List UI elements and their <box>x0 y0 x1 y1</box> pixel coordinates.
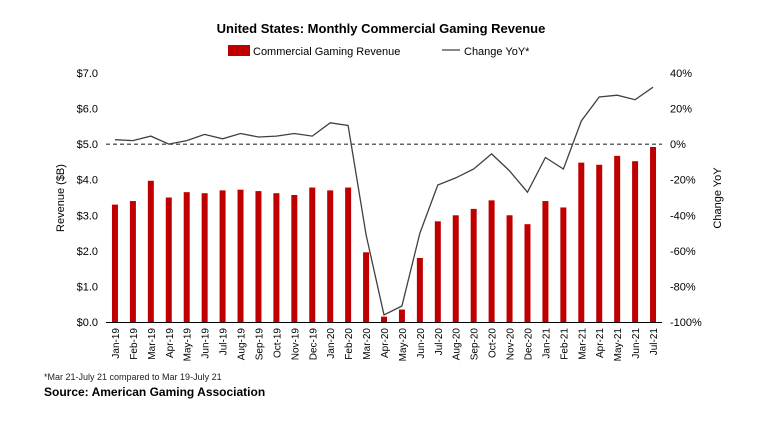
bar <box>147 180 154 322</box>
bar <box>614 155 621 322</box>
y-right-tick-label: 20% <box>670 104 692 116</box>
y-axis-right-label: Change YoY <box>712 167 724 229</box>
x-tick-label: Jun-19 <box>201 328 212 359</box>
x-tick-label: Jan-20 <box>326 328 337 359</box>
legend-bar-swatch <box>228 45 250 56</box>
y-tick-label: $5.0 <box>77 139 98 151</box>
y-tick-label: $0.0 <box>77 317 98 329</box>
x-tick-label: Jan-19 <box>111 328 122 359</box>
bar <box>201 193 208 322</box>
y-right-tick-label: -60% <box>670 246 696 258</box>
y-right-tick-label: 0% <box>670 139 686 151</box>
y-tick-label: $6.0 <box>77 104 98 116</box>
y-right-tick-label: -20% <box>670 175 696 187</box>
y-tick-label: $2.0 <box>77 246 98 258</box>
x-tick-label: Jul-20 <box>434 328 445 356</box>
y-tick-label: $4.0 <box>77 175 98 187</box>
bar <box>327 190 334 322</box>
legend-bar-label: Commercial Gaming Revenue <box>253 46 400 58</box>
chart-title: United States: Monthly Commercial Gaming… <box>217 21 546 36</box>
bar <box>650 146 657 322</box>
bar <box>111 204 118 322</box>
x-tick-label: Feb-20 <box>344 328 355 360</box>
bar <box>398 309 405 322</box>
y-right-tick-label: -100% <box>670 317 702 329</box>
bar <box>578 162 585 322</box>
bar <box>381 316 387 322</box>
x-tick-label: Feb-19 <box>129 328 140 360</box>
x-tick-label: Jan-21 <box>541 328 552 359</box>
x-tick-label: Feb-21 <box>559 328 570 360</box>
y-tick-label: $1.0 <box>77 281 98 293</box>
bar <box>452 215 459 322</box>
x-tick-label: Apr-19 <box>165 328 176 358</box>
bar <box>416 257 423 322</box>
bar <box>129 201 136 322</box>
x-tick-label: Jun-20 <box>416 328 427 359</box>
bar <box>237 189 244 322</box>
y-tick-label: $7.0 <box>77 68 98 80</box>
x-tick-label: May-20 <box>398 328 409 362</box>
bar <box>560 207 567 322</box>
x-tick-label: Oct-19 <box>272 328 283 358</box>
x-tick-label: Oct-20 <box>488 328 499 358</box>
x-tick-label: Sep-19 <box>254 328 265 361</box>
source-note: Source: American Gaming Association <box>44 385 266 399</box>
bar <box>488 200 495 322</box>
x-tick-label: Apr-21 <box>595 328 606 358</box>
bar <box>434 221 441 322</box>
x-tick-label: Dec-19 <box>308 328 319 361</box>
bar <box>165 197 172 322</box>
x-tick-label: Aug-20 <box>452 328 463 361</box>
x-tick-label: Nov-20 <box>506 328 517 361</box>
x-tick-label: May-19 <box>183 328 194 362</box>
yoy-change-line <box>114 86 654 316</box>
bar <box>273 193 280 322</box>
x-tick-label: Dec-20 <box>523 328 534 361</box>
legend: Commercial Gaming Revenue Change YoY* <box>228 45 530 58</box>
y-right-tick-label: 40% <box>670 68 692 80</box>
bar <box>542 201 549 322</box>
x-tick-label: Sep-20 <box>470 328 481 361</box>
bar <box>363 252 370 322</box>
plot-area: $0.0 $1.0 $2.0 $3.0 $4.0 $5.0 $6.0 $7.0 -100% -80… <box>77 68 702 361</box>
y-right-tick-label: -80% <box>670 281 696 293</box>
x-tick-label: Mar-21 <box>577 328 588 360</box>
x-tick-label: Jul-21 <box>649 328 660 356</box>
bar <box>506 215 513 322</box>
bar <box>470 208 477 322</box>
y-right-tick-label: -40% <box>670 210 696 222</box>
x-tick-label: Aug-19 <box>237 328 248 361</box>
bar <box>219 190 226 322</box>
x-tick-label: Mar-20 <box>362 328 373 360</box>
legend-line-label: Change YoY* <box>464 46 530 58</box>
footnote: *Mar 21-July 21 compared to Mar 19-July … <box>44 372 222 382</box>
bar <box>632 161 639 322</box>
bar <box>309 187 316 322</box>
bar <box>596 164 603 322</box>
x-tick-label: Nov-19 <box>290 328 301 361</box>
x-tick-label: Apr-20 <box>380 328 391 358</box>
bar <box>291 195 298 322</box>
y-axis-label: Revenue ($B) <box>55 164 67 232</box>
x-tick-label: Mar-19 <box>147 328 158 360</box>
x-tick-label: Jul-19 <box>219 328 230 356</box>
bar <box>345 187 352 322</box>
x-tick-label: May-21 <box>613 328 624 362</box>
bar <box>255 191 262 322</box>
bar <box>183 192 190 322</box>
x-tick-label: Jun-21 <box>631 328 642 359</box>
y-tick-label: $3.0 <box>77 210 98 222</box>
bar <box>524 224 531 322</box>
